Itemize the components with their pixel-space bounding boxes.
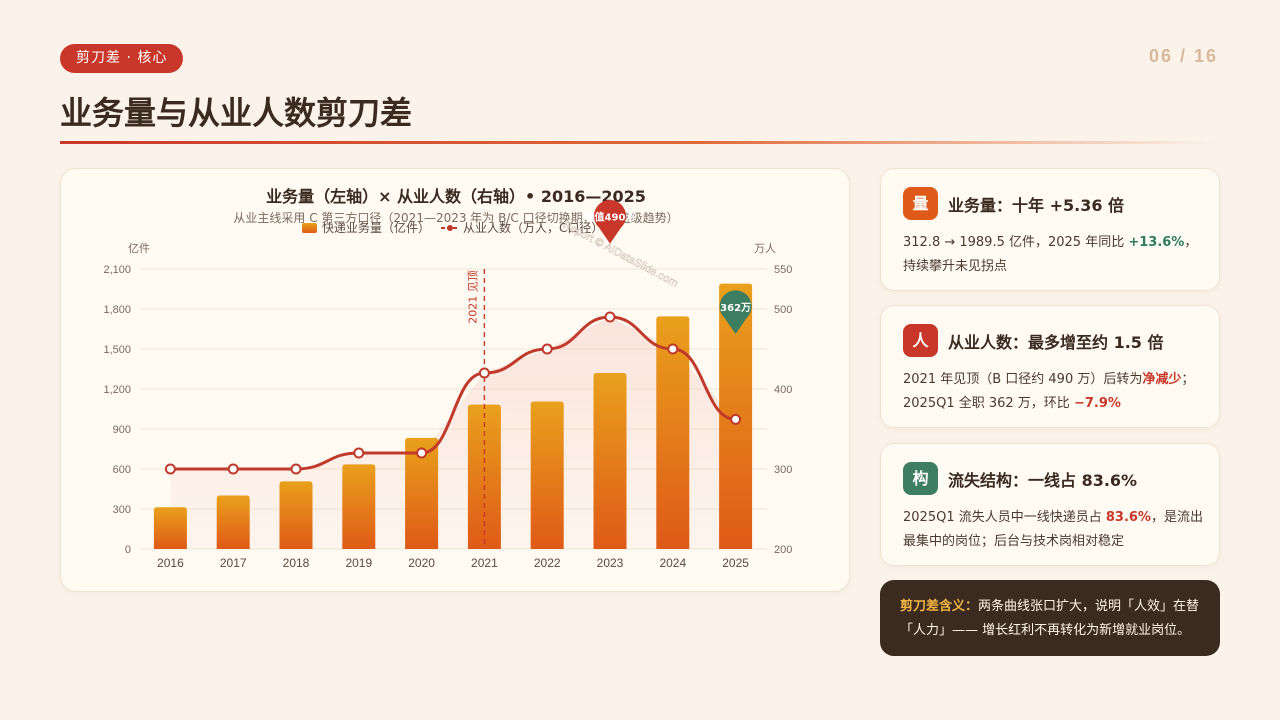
left-tick-label: 1,800 <box>103 304 131 316</box>
insight-card-workforce: 人 从业人数：最多增至约 1.5 倍 2021 年见顶（B 口径约 490 万）… <box>880 305 1220 428</box>
legend-line-label: 从业人数（万人，C口径） <box>463 220 603 235</box>
workforce-point-2021 <box>478 367 490 379</box>
workforce-point-2019 <box>353 447 365 459</box>
workforce-point-2020 <box>416 447 428 459</box>
legend-line-marker <box>447 225 453 231</box>
x-tick-label: 2023 <box>597 556 624 570</box>
volume-bar-2022 <box>530 401 564 549</box>
workforce-point-2018 <box>290 463 302 475</box>
title-underline <box>60 141 1220 144</box>
decline-highlight: 净减少 <box>1142 372 1182 387</box>
note-text: 两条曲线张口扩大，说明「人效」在替「人力」—— 增长红利不再转化为新增就业岗位。 <box>900 599 1200 638</box>
insight-card-volume: 量 业务量：十年 +5.36 倍 312.8 → 1989.5 亿件，2025 … <box>880 168 1220 291</box>
last-value-label: 362万 <box>720 302 751 314</box>
left-tick-label: 1,500 <box>103 344 131 356</box>
volume-bar-2024 <box>656 316 690 549</box>
left-tick-label: 300 <box>113 504 131 516</box>
volume-bar-2023 <box>593 373 627 549</box>
card-body-structure: 2025Q1 流失人员中一线快递员占 83.6%，是流出最集中的岗位；后台与技术… <box>903 510 1203 549</box>
workforce-point-2017 <box>227 463 239 475</box>
note-label: 剪刀差含义： <box>900 599 979 614</box>
meaning-note: 剪刀差含义：两条曲线张口扩大，说明「人效」在替「人力」—— 增长红利不再转化为新… <box>880 580 1220 656</box>
workforce-point-2023 <box>604 311 616 323</box>
volume-bar-2017 <box>216 495 250 549</box>
volume-bar-2018 <box>279 481 313 549</box>
workforce-point-2016 <box>164 463 176 475</box>
chart-title: 业务量（左轴）× 从业人数（右轴）• 2016—2025 <box>266 187 646 206</box>
watermark: Report © AIDataSlide.com <box>561 219 680 290</box>
qoq-highlight: −7.9% <box>1073 396 1121 411</box>
section-tag: 剪刀差 · 核心 <box>60 44 184 73</box>
x-tick-label: 2016 <box>157 556 184 570</box>
workforce-point-2022 <box>541 343 553 355</box>
x-tick-label: 2024 <box>659 556 686 570</box>
right-tick-label: 400 <box>774 384 792 396</box>
left-tick-label: 2,100 <box>103 264 131 276</box>
card-title-volume: 业务量：十年 +5.36 倍 <box>948 195 1125 215</box>
left-tick-label: 600 <box>113 464 131 476</box>
x-tick-label: 2019 <box>345 556 372 570</box>
right-tick-label: 300 <box>774 464 792 476</box>
x-tick-label: 2020 <box>408 556 435 570</box>
peak-pin <box>594 199 626 244</box>
x-tick-label: 2018 <box>283 556 310 570</box>
chart-card: 业务量（左轴）× 从业人数（右轴）• 2016—2025 从业主线采用 C 第三方… <box>60 168 850 592</box>
yoy-highlight: +13.6% <box>1128 235 1185 250</box>
right-tick-label: 550 <box>774 264 792 276</box>
left-tick-label: 900 <box>113 424 131 436</box>
peak-year-label: 2021 见顶 <box>466 270 479 324</box>
workforce-point-2025 <box>730 413 742 425</box>
x-tick-label: 2025 <box>722 556 749 570</box>
share-highlight: 83.6% <box>1105 510 1151 525</box>
badge-volume: 量 <box>903 187 938 220</box>
badge-workforce: 人 <box>903 324 938 357</box>
insight-card-structure: 构 流失结构：一线占 83.6% 2025Q1 流失人员中一线快递员占 83.6… <box>880 443 1220 566</box>
workforce-point-2024 <box>667 343 679 355</box>
card-body-workforce: 2021 年见顶（B 口径约 490 万）后转为净减少；2025Q1 全职 36… <box>903 372 1195 411</box>
card-title-structure: 流失结构：一线占 83.6% <box>948 470 1138 490</box>
legend-bar-swatch <box>302 223 317 233</box>
page-title: 业务量与从业人数剪刀差 <box>60 94 413 132</box>
left-tick-label: 0 <box>125 544 131 556</box>
left-tick-label: 1,200 <box>103 384 131 396</box>
card-body-volume: 312.8 → 1989.5 亿件，2025 年同比 +13.6%，持续攀升未见… <box>903 235 1198 274</box>
volume-bar-2020 <box>405 437 439 549</box>
legend-bar-label: 快递业务量（亿件） <box>322 220 430 235</box>
chart-subtitle: 从业主线采用 C 第三方口径（2021—2023 年为 B/C 口径切换期，仅示… <box>233 210 678 225</box>
right-axis-unit: 万人 <box>754 242 776 255</box>
x-tick-label: 2022 <box>534 556 561 570</box>
card-title-workforce: 从业人数：最多增至约 1.5 倍 <box>948 332 1164 352</box>
x-tick-label: 2017 <box>220 556 247 570</box>
peak-label: 峰值490万 <box>585 211 636 224</box>
volume-bar-2016 <box>153 507 187 549</box>
x-tick-label: 2021 <box>471 556 498 570</box>
volume-bar-2019 <box>342 464 376 549</box>
badge-structure: 构 <box>903 462 938 495</box>
right-tick-label: 500 <box>774 304 792 316</box>
scissors-chart: 业务量（左轴）× 从业人数（右轴）• 2016—2025 从业主线采用 C 第三方… <box>103 187 792 570</box>
page-indicator: 06 / 16 <box>1148 46 1218 66</box>
last-value-pin <box>719 290 752 334</box>
left-axis-unit: 亿件 <box>128 242 150 255</box>
right-tick-label: 200 <box>774 544 792 556</box>
workforce-area <box>170 317 736 549</box>
workforce-line <box>170 315 736 471</box>
